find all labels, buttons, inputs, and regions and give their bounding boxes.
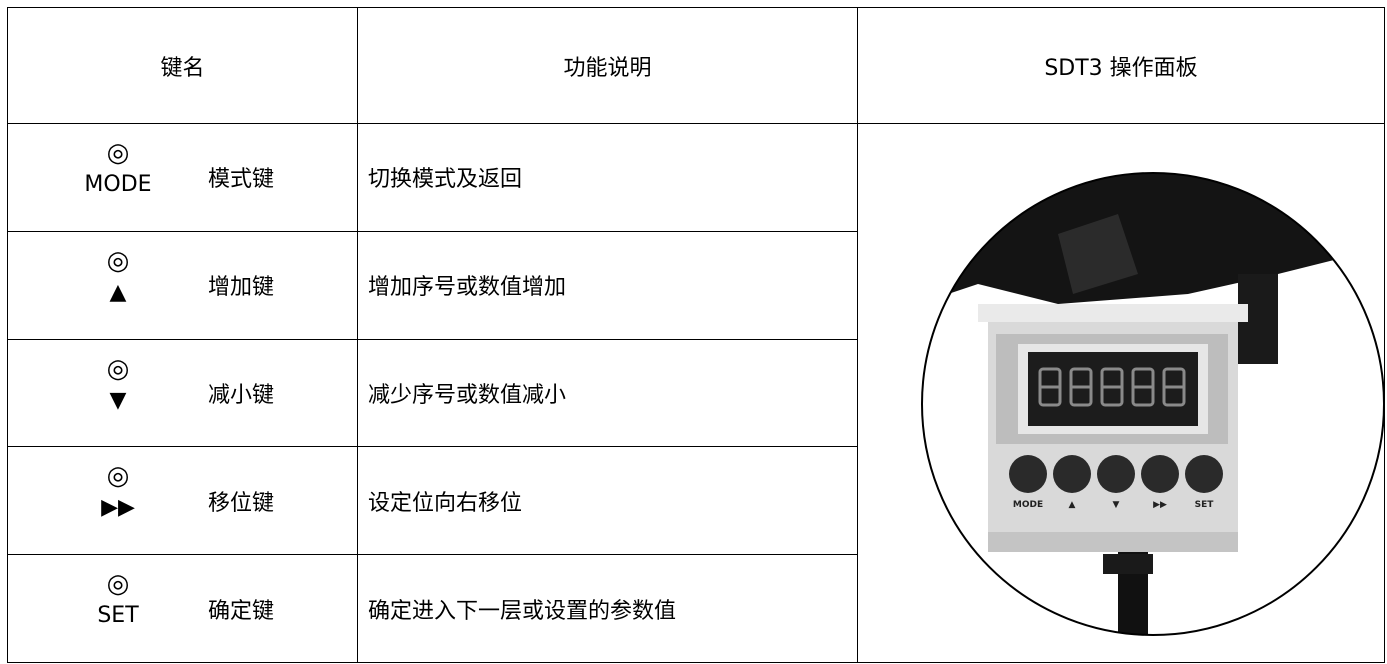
key-symbol: ◎ ▶▶ — [83, 461, 153, 525]
panel-button — [1009, 455, 1047, 493]
panel-button — [1185, 455, 1223, 493]
key-cell: ◎ ▼ 减小键 — [7, 338, 358, 448]
key-cell: ◎ ▲ 增加键 — [7, 230, 358, 340]
description: 切换模式及返回 — [357, 123, 858, 232]
row: ◎ ▲ 增加键 增加序号或数值增加 — [7, 230, 1385, 340]
key-name: 移位键 — [208, 490, 275, 516]
symbol: ◎ — [106, 353, 130, 384]
description: 确定进入下一层或设置的参数值 — [357, 554, 858, 663]
panel-button — [1053, 455, 1091, 493]
panel-illustration: MODE ▲ ▼ ▶▶ SET — [921, 172, 1385, 636]
key-symbol: ◎ ▲ — [83, 246, 153, 310]
key-label: SET — [97, 603, 139, 629]
header-row: 键名 功能说明 SDT3 操作面板 — [7, 7, 1385, 124]
panel-label: MODE — [1013, 500, 1043, 510]
key-name: 减小键 — [208, 382, 275, 408]
row: ◎ MODE 模式键 切换模式及返回 MODE ▲ ▼ ▶▶ SET — [7, 123, 1385, 663]
key-name: 增加键 — [208, 275, 275, 301]
key-cell: ◎ MODE 模式键 — [7, 123, 358, 232]
description: 设定位向右移位 — [357, 446, 858, 556]
key-name: 模式键 — [208, 167, 275, 193]
symbol: ◎ — [106, 569, 130, 600]
key-label: ▼ — [109, 387, 127, 413]
description: 减少序号或数值减小 — [357, 338, 858, 448]
key-label: ▲ — [109, 279, 127, 305]
header-cell: SDT3 操作面板 — [857, 7, 1385, 124]
key-symbol: ◎ ▼ — [83, 354, 153, 418]
panel-button — [1141, 455, 1179, 493]
panel-button — [1097, 455, 1135, 493]
key-cell: ◎ SET 确定键 — [7, 554, 358, 663]
header-cell: 键名 — [7, 7, 358, 124]
panel-photo: MODE ▲ ▼ ▶▶ SET — [857, 123, 1385, 663]
row: ◎ SET 确定键 确定进入下一层或设置的参数值 — [7, 554, 1385, 663]
key-cell: ◎ ▶▶ 移位键 — [7, 446, 358, 556]
key-symbol: ◎ SET — [83, 569, 153, 633]
key-label: ▶▶ — [101, 495, 135, 521]
key-name: 确定键 — [208, 598, 275, 624]
row: ◎ ▶▶ 移位键 设定位向右移位 — [7, 446, 1385, 556]
header-cell: 功能说明 — [357, 7, 858, 124]
panel-label: ▼ — [1113, 500, 1120, 510]
symbol: ◎ — [106, 461, 130, 492]
panel-label: SET — [1195, 500, 1215, 510]
description: 增加序号或数值增加 — [357, 230, 858, 340]
panel-label: ▲ — [1069, 500, 1076, 510]
panel-label: ▶▶ — [1153, 500, 1167, 510]
symbol: ◎ — [106, 138, 130, 168]
key-table: 键名 功能说明 SDT3 操作面板 ◎ MODE 模式键 切换模式及返回 — [7, 7, 1385, 663]
symbol: ◎ — [106, 245, 130, 276]
key-label: MODE — [84, 172, 152, 197]
key-symbol: ◎ MODE — [83, 138, 153, 202]
